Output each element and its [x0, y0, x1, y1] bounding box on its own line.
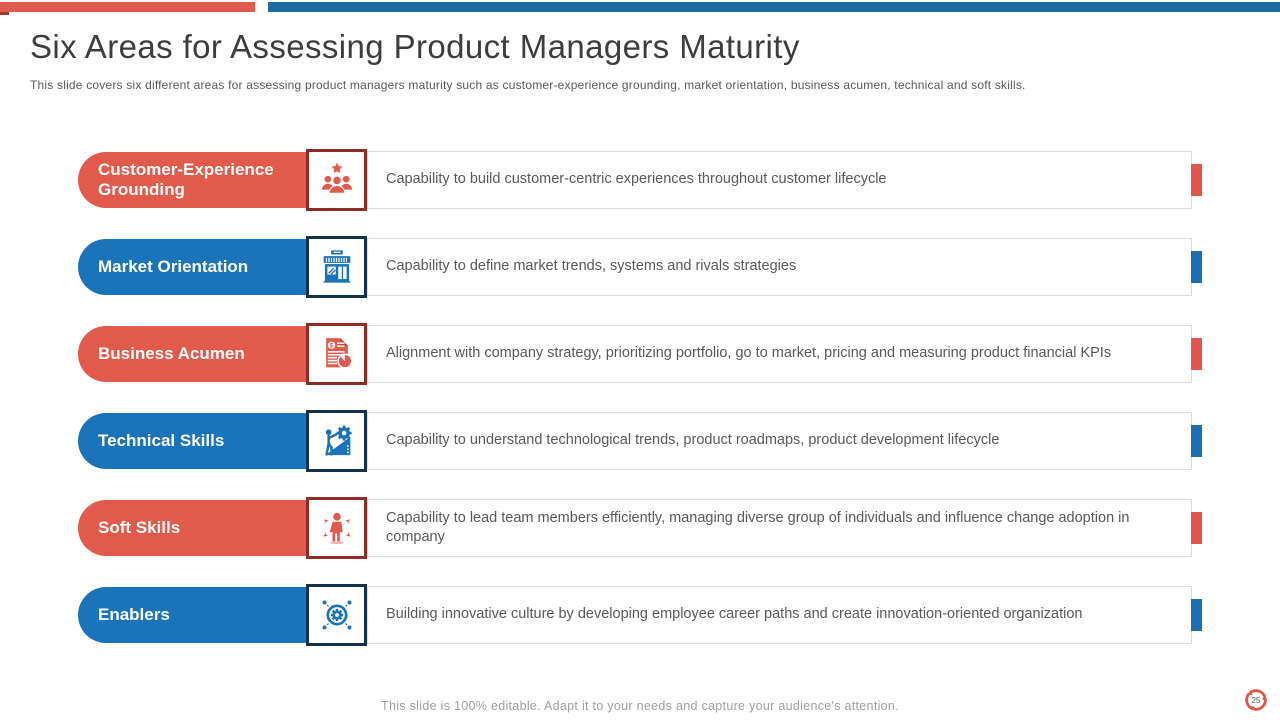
area-label: Market Orientation [98, 256, 249, 276]
list-item-business-acumen: Business Acumen $ [78, 323, 1202, 385]
right-accent-tab [1191, 425, 1202, 457]
right-accent-tab [1191, 251, 1202, 283]
description-text: Capability to build customer-centric exp… [386, 171, 887, 188]
editable-note: This slide is 100% editable. Adapt it to… [381, 699, 899, 713]
description-box: Capability to build customer-centric exp… [367, 151, 1202, 209]
description-text: Alignment with company strategy, priorit… [386, 345, 1112, 362]
icon-box [306, 149, 367, 211]
page-title: Six Areas for Assessing Product Managers… [30, 28, 800, 65]
area-label: Business Acumen [98, 343, 245, 363]
right-accent-tab [1191, 338, 1202, 370]
area-label: Customer-Experience Grounding [98, 159, 274, 199]
area-label: Technical Skills [98, 430, 225, 450]
icon-box: $ [306, 323, 367, 385]
description-box: Capability to lead team members efficien… [367, 499, 1202, 557]
person-influence-arrows-icon [323, 512, 350, 545]
svg-text:$: $ [329, 343, 333, 350]
circular-arrows-icon [1245, 689, 1267, 711]
icon-box [306, 236, 367, 298]
description-box: Capability to understand technological t… [367, 412, 1202, 470]
page-number-badge: 25 [1241, 685, 1271, 715]
right-accent-tab [1191, 599, 1202, 631]
people-group-star-icon [321, 162, 352, 194]
gear-network-icon [322, 600, 351, 630]
description-box: Capability to define market trends, syst… [367, 238, 1202, 296]
icon-box [306, 497, 367, 559]
list-item-market-orientation: Market Orientation [78, 236, 1202, 298]
top-accent-bar-red [0, 2, 255, 12]
description-text: Building innovative culture by developin… [386, 606, 1083, 623]
top-accent-bar-fold [0, 12, 9, 15]
page-subtitle: This slide covers six different areas fo… [30, 77, 1026, 92]
top-accent-bar-blue [268, 2, 1280, 12]
assessment-areas-list: Customer-Experience Grounding Capability… [78, 149, 1202, 671]
right-accent-tab [1191, 164, 1202, 196]
icon-box [306, 410, 367, 472]
area-label: Enablers [98, 604, 170, 624]
description-box: Building innovative culture by developin… [367, 586, 1202, 644]
description-text: Capability to understand technological t… [386, 432, 1000, 449]
header: Six Areas for Assessing Product Managers… [30, 28, 1230, 92]
page-number: 25 [1251, 695, 1261, 705]
description-box: Alignment with company strategy, priorit… [367, 325, 1202, 383]
list-item-soft-skills: Soft Skills Capability to lead team memb… [78, 497, 1202, 559]
list-item-customer-experience-grounding: Customer-Experience Grounding Capability… [78, 149, 1202, 211]
financial-report-pie-icon: $ [325, 338, 352, 369]
right-accent-tab [1191, 512, 1202, 544]
list-item-technical-skills: Technical Skills [78, 410, 1202, 472]
icon-box [306, 584, 367, 646]
description-text: Capability to define market trends, syst… [386, 258, 797, 275]
storefront-icon [323, 250, 350, 283]
person-pushing-gear-icon [324, 425, 352, 456]
area-label: Soft Skills [98, 517, 181, 537]
description-text: Capability to lead team members efficien… [386, 509, 1130, 545]
list-item-enablers: Enablers [78, 584, 1202, 646]
